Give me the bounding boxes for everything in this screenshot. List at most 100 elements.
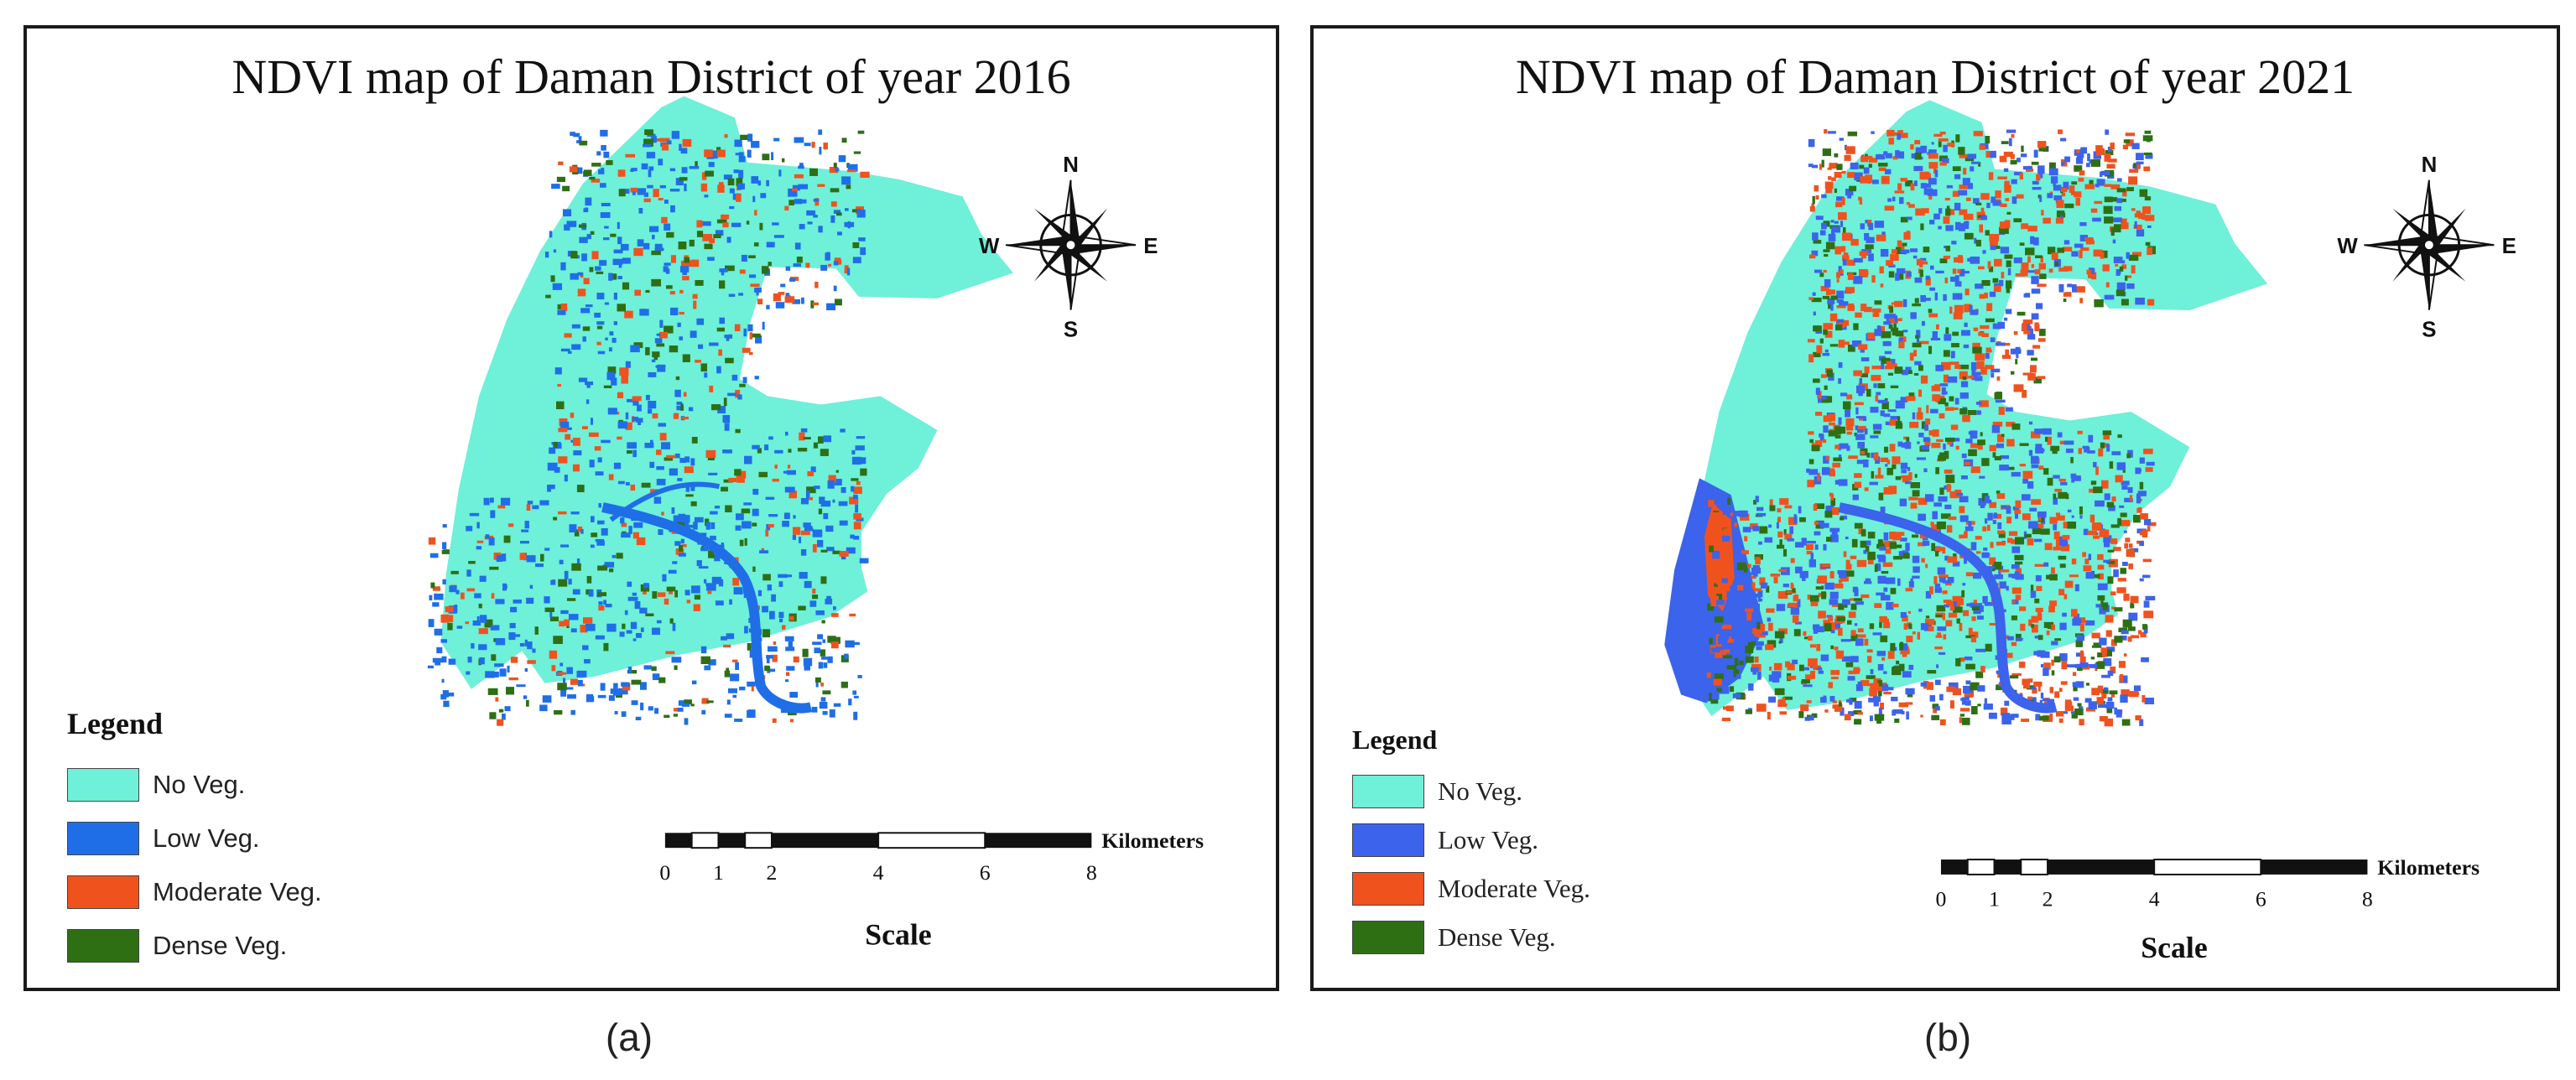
vegetation-patch: [686, 600, 690, 604]
vegetation-patch: [1929, 265, 1934, 270]
scale-tick-2: 2: [2043, 887, 2053, 911]
vegetation-patch: [1829, 163, 1838, 169]
vegetation-patch: [467, 657, 472, 663]
vegetation-patch: [1877, 575, 1886, 584]
vegetation-patch: [754, 287, 762, 293]
vegetation-patch: [742, 521, 752, 529]
vegetation-patch: [2001, 713, 2010, 719]
compass-rose: N S E W: [979, 153, 1158, 342]
vegetation-patch: [2061, 192, 2066, 197]
vegetation-patch: [2043, 667, 2049, 677]
vegetation-patch: [621, 522, 627, 527]
vegetation-patch: [2031, 263, 2035, 268]
legend: Legend No Veg. Low Veg. Moderate Veg. De…: [1352, 724, 1590, 962]
vegetation-patch: [603, 642, 609, 652]
vegetation-patch: [2131, 252, 2141, 257]
vegetation-patch: [1727, 639, 1734, 643]
vegetation-patch: [562, 185, 570, 192]
vegetation-patch: [1848, 611, 1856, 618]
vegetation-patch: [598, 605, 605, 611]
vegetation-patch: [449, 585, 457, 593]
vegetation-patch: [1983, 547, 1988, 551]
vegetation-patch: [1953, 312, 1963, 319]
vegetation-patch: [1879, 615, 1887, 623]
vegetation-patch: [784, 486, 795, 493]
vegetation-patch: [2109, 690, 2118, 695]
legend-swatch: [1352, 775, 1424, 808]
vegetation-patch: [1814, 440, 1823, 448]
vegetation-patch: [674, 541, 681, 546]
vegetation-patch: [1795, 542, 1804, 548]
vegetation-patch: [1879, 622, 1882, 628]
vegetation-patch: [726, 699, 731, 705]
vegetation-patch: [2022, 470, 2033, 479]
vegetation-patch: [1723, 649, 1730, 653]
vegetation-patch: [845, 640, 855, 648]
legend: Legend No Veg. Low Veg. Moderate Veg. De…: [67, 706, 322, 973]
vegetation-patch: [1996, 670, 2001, 674]
vegetation-patch: [1924, 438, 1931, 446]
vegetation-patch: [1859, 416, 1866, 421]
vegetation-patch: [1891, 696, 1898, 702]
vegetation-patch: [696, 318, 705, 325]
vegetation-patch: [1873, 453, 1879, 460]
vegetation-patch: [1954, 397, 1959, 405]
vegetation-patch: [2032, 186, 2042, 190]
vegetation-patch: [679, 311, 684, 315]
vegetation-patch: [2031, 624, 2034, 628]
vegetation-patch: [1907, 692, 1913, 698]
vegetation-patch: [1867, 556, 1874, 565]
vegetation-patch: [690, 704, 695, 707]
vegetation-patch: [678, 553, 686, 557]
vegetation-patch: [637, 188, 647, 195]
vegetation-patch: [2043, 468, 2049, 475]
vegetation-patch: [838, 501, 848, 506]
vegetation-patch: [1892, 534, 1902, 541]
vegetation-patch: [654, 708, 659, 714]
vegetation-patch: [1820, 286, 1829, 292]
vegetation-patch: [673, 413, 679, 419]
vegetation-patch: [1822, 295, 1830, 299]
vegetation-patch: [1871, 275, 1876, 283]
vegetation-patch: [1883, 151, 1888, 156]
scale-tick-6: 6: [980, 860, 991, 885]
vegetation-patch: [1865, 153, 1868, 157]
vegetation-patch: [1871, 131, 1875, 134]
vegetation-patch: [1936, 521, 1946, 530]
vegetation-patch: [1864, 428, 1868, 435]
vegetation-patch: [2037, 376, 2046, 379]
vegetation-patch: [595, 538, 605, 543]
vegetation-patch: [1857, 681, 1862, 690]
vegetation-patch: [1931, 385, 1941, 392]
vegetation-patch: [814, 198, 820, 206]
vegetation-patch: [1819, 164, 1823, 170]
vegetation-patch: [432, 602, 440, 607]
vegetation-patch: [814, 647, 821, 653]
vegetation-patch: [719, 268, 728, 273]
vegetation-patch: [1946, 600, 1952, 605]
vegetation-patch: [793, 527, 801, 535]
vegetation-patch: [2079, 506, 2083, 515]
vegetation-patch: [2144, 130, 2152, 134]
vegetation-patch: [529, 584, 533, 589]
vegetation-patch: [1860, 176, 1869, 184]
vegetation-patch: [639, 309, 649, 316]
vegetation-patch: [2019, 242, 2025, 246]
vegetation-patch: [1856, 460, 1865, 465]
vegetation-patch: [675, 548, 684, 555]
vegetation-patch: [560, 689, 567, 697]
vegetation-patch: [792, 184, 800, 191]
vegetation-patch: [1730, 634, 1736, 639]
vegetation-patch: [581, 253, 587, 262]
vegetation-patch: [2072, 672, 2077, 677]
vegetation-patch: [1751, 568, 1762, 574]
vegetation-patch: [736, 477, 745, 483]
vegetation-patch: [1894, 366, 1903, 374]
vegetation-patch: [838, 155, 846, 163]
vegetation-patch: [786, 470, 796, 475]
vegetation-patch: [645, 613, 654, 616]
vegetation-patch: [1885, 548, 1892, 554]
vegetation-patch: [696, 231, 704, 237]
vegetation-patch: [2110, 227, 2115, 236]
vegetation-patch: [1740, 513, 1750, 521]
